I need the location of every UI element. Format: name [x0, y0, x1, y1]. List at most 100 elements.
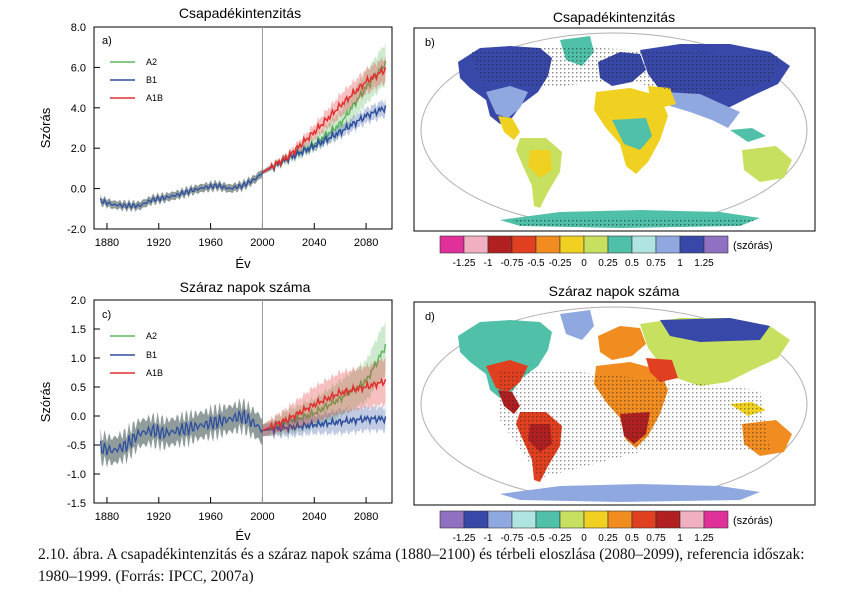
colorbar-swatch	[583, 235, 609, 254]
colorbar-swatch	[559, 510, 585, 529]
history-line	[99, 171, 264, 210]
series-a1b-band	[262, 55, 386, 175]
panel-c-x-ticks: 1880 1920 1960 2000 2040 2080	[95, 497, 378, 523]
colorbar-label: -1.25	[453, 533, 476, 544]
panel-a-legend: A2 B1 A1B	[110, 57, 163, 103]
panel-b-colorbar: -1.25 -1 -0.75 -0.5 -0.25 0 0.25 0.5 0.75 1 1.25	[439, 235, 729, 269]
y-tick-label: -2.0	[67, 224, 86, 236]
colorbar-label: 1.25	[694, 258, 714, 269]
colorbar-swatch	[463, 510, 489, 529]
panel-c-ylabel: Szórás	[38, 381, 53, 422]
map-d-middle-east	[646, 358, 678, 382]
x-tick-label: 1920	[147, 237, 171, 249]
colorbar-swatch	[655, 235, 681, 254]
map-d-greenland	[560, 310, 594, 340]
y-tick-label: -0.5	[67, 440, 86, 452]
colorbar-label: 0.25	[598, 533, 618, 544]
x-tick-label: 1880	[95, 237, 119, 249]
panel-b-letter: b)	[425, 37, 435, 49]
colorbar-label: 0.5	[625, 533, 639, 544]
map-b-south-america-core	[528, 150, 552, 178]
map-b-middle-east	[648, 86, 676, 108]
colorbar-label: 0.25	[598, 258, 618, 269]
legend-a2-label: A2	[146, 331, 157, 341]
panel-d-colorbar-unit: (szórás)	[733, 515, 773, 527]
y-tick-label: -1.5	[67, 498, 86, 510]
history-line	[99, 408, 263, 456]
map-d-asia-north	[660, 318, 770, 342]
series-a2-band	[262, 317, 386, 439]
panel-a-title: Csapadékintenzitás	[179, 5, 301, 21]
x-tick-label: 1960	[198, 511, 222, 523]
colorbar-label: 1	[677, 533, 683, 544]
colorbar-swatch	[631, 235, 657, 254]
history-spread-band	[100, 397, 263, 468]
panel-c-plot-frame	[93, 299, 393, 504]
colorbar-swatch	[559, 235, 585, 254]
y-tick-label: 8.0	[71, 22, 86, 34]
panel-d-colorbar: -1.25 -1 -0.75 -0.5 -0.25 0 0.25 0.5 0.75 1 1.25	[439, 510, 729, 544]
colorbar-label: -0.5	[527, 533, 545, 544]
panel-a-ylabel: Szórás	[38, 107, 53, 148]
colorbar-swatch	[439, 235, 465, 254]
colorbar-label: -0.25	[549, 533, 572, 544]
colorbar-label: 0.75	[646, 533, 666, 544]
map-d-north-america	[458, 320, 552, 398]
colorbar-swatch	[703, 235, 729, 254]
panel-b-colorbar-unit: (szórás)	[733, 240, 773, 252]
colorbar-swatch	[631, 510, 657, 529]
history-spread-band	[100, 168, 263, 213]
y-tick-label: 4.0	[71, 103, 86, 115]
panel-a-line-chart: Csapadékintenzitás a) Szórás Év 1880 1920…	[38, 5, 393, 271]
colorbar-swatch	[679, 235, 705, 254]
y-tick-label: 1.5	[71, 324, 86, 336]
colorbar-swatch	[535, 235, 561, 254]
colorbar-swatch	[583, 510, 609, 529]
series-a2-line	[262, 343, 387, 434]
y-tick-label: -1.0	[67, 469, 86, 481]
colorbar-label: 0	[581, 258, 587, 269]
colorbar-swatch	[487, 510, 513, 529]
map-b-australia	[742, 146, 792, 182]
panel-c-xlabel: Év	[235, 528, 251, 543]
colorbar-swatch	[703, 510, 729, 529]
y-tick-label: 2.0	[71, 143, 86, 155]
map-b-stipple-north	[470, 46, 780, 96]
panel-a-xlabel: Év	[235, 256, 251, 271]
panel-d-map: Száraz napok száma d) -1.25 -1 -0.75 -0.5 -0…	[413, 283, 816, 544]
colorbar-label: 1	[677, 258, 683, 269]
y-tick-label: 0.5	[71, 382, 86, 394]
y-tick-label: 1.0	[71, 353, 86, 365]
x-tick-label: 2040	[302, 237, 326, 249]
series-a1b-line	[262, 66, 387, 174]
x-tick-label: 1880	[95, 511, 119, 523]
legend-a1b-label: A1B	[146, 368, 163, 378]
map-d-europe	[598, 326, 646, 360]
colorbar-swatch	[511, 235, 537, 254]
colorbar-label: 1.25	[694, 533, 714, 544]
panel-b-title: Csapadékintenzitás	[553, 9, 675, 25]
colorbar-swatch	[679, 510, 705, 529]
colorbar-swatch	[655, 510, 681, 529]
map-b-north-america-mid	[486, 86, 528, 118]
series-b1-line	[262, 413, 387, 437]
colorbar-label: -1	[484, 533, 493, 544]
map-b-stipple-south	[510, 218, 760, 226]
panel-b-map: Csapadékintenzitás b) -1.25 -1 -0.75 -0.5 -0…	[413, 9, 816, 269]
panel-a-series	[99, 27, 387, 229]
colorbar-label: -0.25	[549, 258, 572, 269]
x-tick-label: 2080	[354, 511, 378, 523]
panel-c-series	[99, 300, 387, 503]
colorbar-label: 0	[581, 533, 587, 544]
map-b-africa-tropics	[612, 118, 652, 150]
colorbar-swatch	[607, 235, 633, 254]
colorbar-label: -0.75	[501, 533, 524, 544]
panel-c-letter: c)	[102, 309, 111, 321]
x-tick-label: 2040	[302, 511, 326, 523]
y-tick-label: 0.0	[71, 184, 86, 196]
x-tick-label: 2080	[354, 237, 378, 249]
panel-a-y-ticks: -2.0 0.0 2.0 4.0 6.0 8.0	[67, 22, 100, 236]
x-tick-label: 2000	[250, 237, 274, 249]
x-tick-label: 2000	[250, 511, 274, 523]
